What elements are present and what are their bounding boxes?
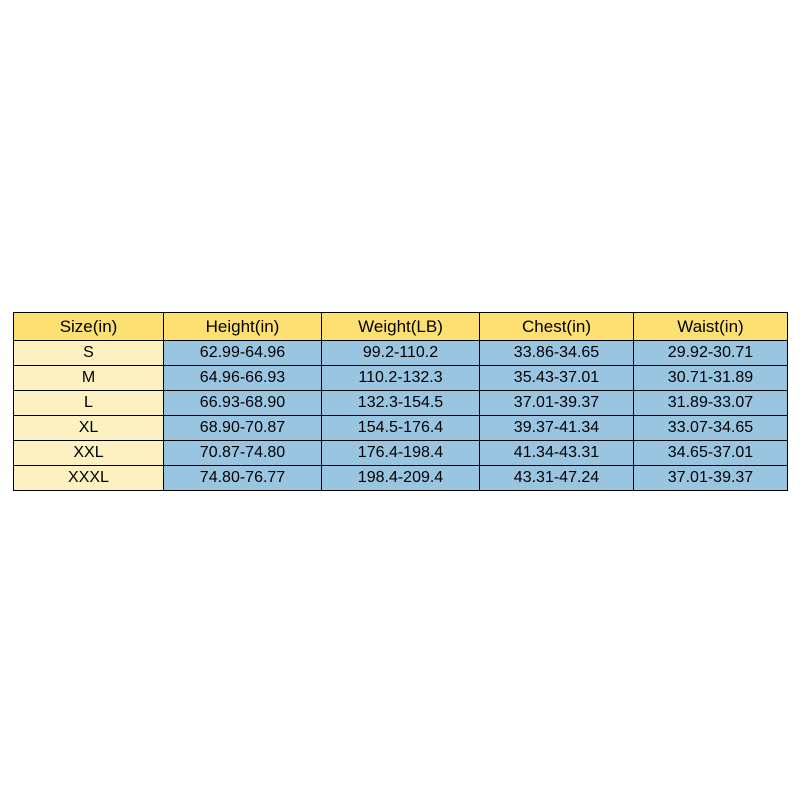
- cell-size: L: [14, 391, 164, 416]
- cell-waist: 30.71-31.89: [634, 366, 788, 391]
- cell-weight: 154.5-176.4: [322, 416, 480, 441]
- cell-chest: 37.01-39.37: [480, 391, 634, 416]
- cell-chest: 41.34-43.31: [480, 441, 634, 466]
- cell-size: XXXL: [14, 466, 164, 491]
- cell-chest: 39.37-41.34: [480, 416, 634, 441]
- col-header-weight: Weight(LB): [322, 313, 480, 341]
- cell-height: 74.80-76.77: [164, 466, 322, 491]
- table-row: L 66.93-68.90 132.3-154.5 37.01-39.37 31…: [14, 391, 788, 416]
- cell-chest: 33.86-34.65: [480, 341, 634, 366]
- col-header-size: Size(in): [14, 313, 164, 341]
- cell-height: 64.96-66.93: [164, 366, 322, 391]
- cell-weight: 132.3-154.5: [322, 391, 480, 416]
- col-header-waist: Waist(in): [634, 313, 788, 341]
- cell-size: XXL: [14, 441, 164, 466]
- table-header-row: Size(in) Height(in) Weight(LB) Chest(in)…: [14, 313, 788, 341]
- cell-height: 70.87-74.80: [164, 441, 322, 466]
- cell-height: 68.90-70.87: [164, 416, 322, 441]
- cell-height: 66.93-68.90: [164, 391, 322, 416]
- size-chart: Size(in) Height(in) Weight(LB) Chest(in)…: [13, 312, 787, 491]
- table-row: S 62.99-64.96 99.2-110.2 33.86-34.65 29.…: [14, 341, 788, 366]
- cell-height: 62.99-64.96: [164, 341, 322, 366]
- cell-waist: 31.89-33.07: [634, 391, 788, 416]
- cell-waist: 37.01-39.37: [634, 466, 788, 491]
- cell-size: XL: [14, 416, 164, 441]
- table-row: XL 68.90-70.87 154.5-176.4 39.37-41.34 3…: [14, 416, 788, 441]
- cell-waist: 33.07-34.65: [634, 416, 788, 441]
- cell-waist: 29.92-30.71: [634, 341, 788, 366]
- table-row: XXXL 74.80-76.77 198.4-209.4 43.31-47.24…: [14, 466, 788, 491]
- cell-chest: 43.31-47.24: [480, 466, 634, 491]
- cell-size: M: [14, 366, 164, 391]
- col-header-height: Height(in): [164, 313, 322, 341]
- cell-waist: 34.65-37.01: [634, 441, 788, 466]
- col-header-chest: Chest(in): [480, 313, 634, 341]
- cell-weight: 198.4-209.4: [322, 466, 480, 491]
- cell-size: S: [14, 341, 164, 366]
- size-table: Size(in) Height(in) Weight(LB) Chest(in)…: [13, 312, 788, 491]
- table-row: XXL 70.87-74.80 176.4-198.4 41.34-43.31 …: [14, 441, 788, 466]
- cell-weight: 99.2-110.2: [322, 341, 480, 366]
- cell-weight: 176.4-198.4: [322, 441, 480, 466]
- cell-chest: 35.43-37.01: [480, 366, 634, 391]
- table-row: M 64.96-66.93 110.2-132.3 35.43-37.01 30…: [14, 366, 788, 391]
- cell-weight: 110.2-132.3: [322, 366, 480, 391]
